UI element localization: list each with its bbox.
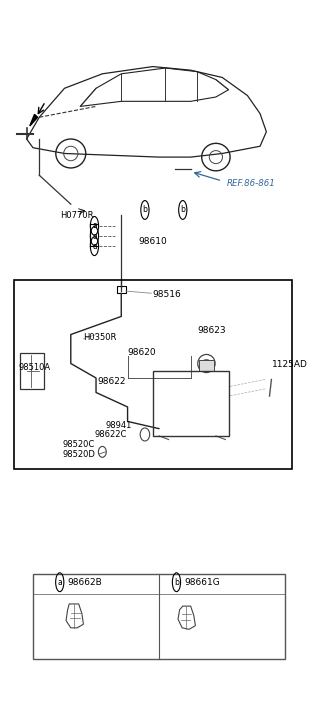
- Text: b: b: [143, 206, 147, 214]
- Text: 98661G: 98661G: [184, 579, 220, 587]
- Polygon shape: [30, 114, 38, 126]
- Text: 98623: 98623: [197, 326, 226, 335]
- Bar: [14, 280, 292, 468]
- Text: 98520D: 98520D: [63, 449, 96, 459]
- Text: 98622: 98622: [98, 377, 126, 386]
- Text: H0770R: H0770R: [60, 211, 93, 220]
- Text: a: a: [92, 241, 97, 251]
- Text: 98516: 98516: [153, 290, 182, 300]
- Text: 98941: 98941: [106, 420, 132, 430]
- Bar: [20, 353, 44, 389]
- Text: 98622C: 98622C: [94, 430, 127, 439]
- Text: H0350R: H0350R: [83, 333, 117, 342]
- Bar: [153, 371, 228, 436]
- Text: 98610: 98610: [139, 237, 167, 246]
- Text: a: a: [92, 222, 97, 230]
- Text: a: a: [57, 578, 62, 587]
- Text: 98520C: 98520C: [63, 440, 95, 449]
- Text: REF.86-861: REF.86-861: [227, 179, 276, 188]
- Bar: [116, 286, 126, 293]
- Text: 98510A: 98510A: [19, 363, 51, 371]
- Text: 98620: 98620: [128, 348, 156, 357]
- Text: 1125AD: 1125AD: [272, 361, 308, 369]
- Text: b: b: [180, 206, 185, 214]
- Text: b: b: [174, 578, 179, 587]
- Text: 98662B: 98662B: [68, 579, 102, 587]
- Text: a: a: [92, 231, 97, 241]
- Bar: [33, 574, 285, 659]
- Bar: [198, 360, 214, 371]
